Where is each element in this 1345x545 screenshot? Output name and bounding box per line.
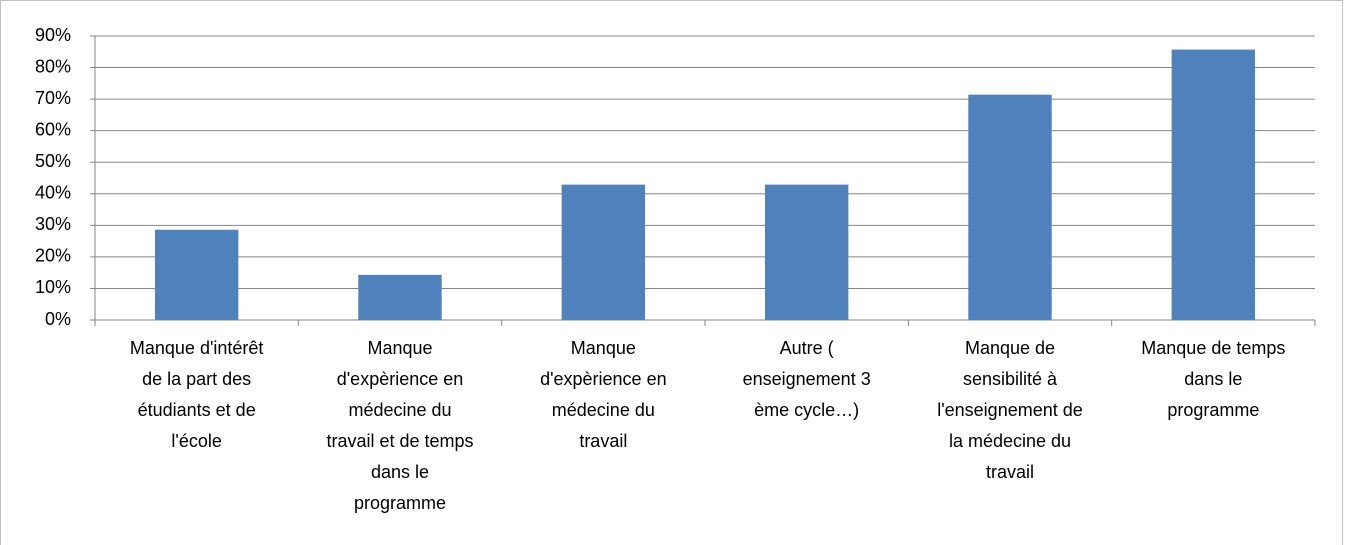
y-tick-label: 90% bbox=[35, 25, 71, 45]
bar bbox=[154, 229, 239, 320]
x-tick-label: Manque d'expèrience en médecine du trava… bbox=[540, 338, 667, 451]
x-tick-label: Manque d'intérêt de la part des étudiant… bbox=[129, 338, 264, 451]
y-tick-label: 70% bbox=[35, 88, 71, 108]
x-tick-label: Manque de temps dans le programme bbox=[1141, 338, 1286, 420]
bar bbox=[358, 274, 442, 320]
y-tick-label: 0% bbox=[45, 309, 71, 329]
x-tick-label: Manque d'expèrience en médecine du trava… bbox=[326, 338, 474, 513]
bar bbox=[968, 94, 1052, 321]
bar bbox=[1171, 49, 1256, 321]
y-tick-label: 60% bbox=[35, 119, 71, 139]
y-tick-label: 40% bbox=[35, 183, 71, 203]
bar bbox=[561, 184, 646, 320]
bar bbox=[764, 184, 849, 320]
y-tick-label: 80% bbox=[35, 56, 71, 76]
y-tick-label: 20% bbox=[35, 246, 71, 266]
y-tick-label: 50% bbox=[35, 151, 71, 171]
x-tick-label: Autre ( enseignement 3 ème cycle…) bbox=[742, 338, 871, 420]
y-tick-label: 10% bbox=[35, 277, 71, 297]
y-tick-label: 30% bbox=[35, 214, 71, 234]
x-tick-label: Manque de sensibilité à l'enseignement d… bbox=[937, 338, 1083, 482]
